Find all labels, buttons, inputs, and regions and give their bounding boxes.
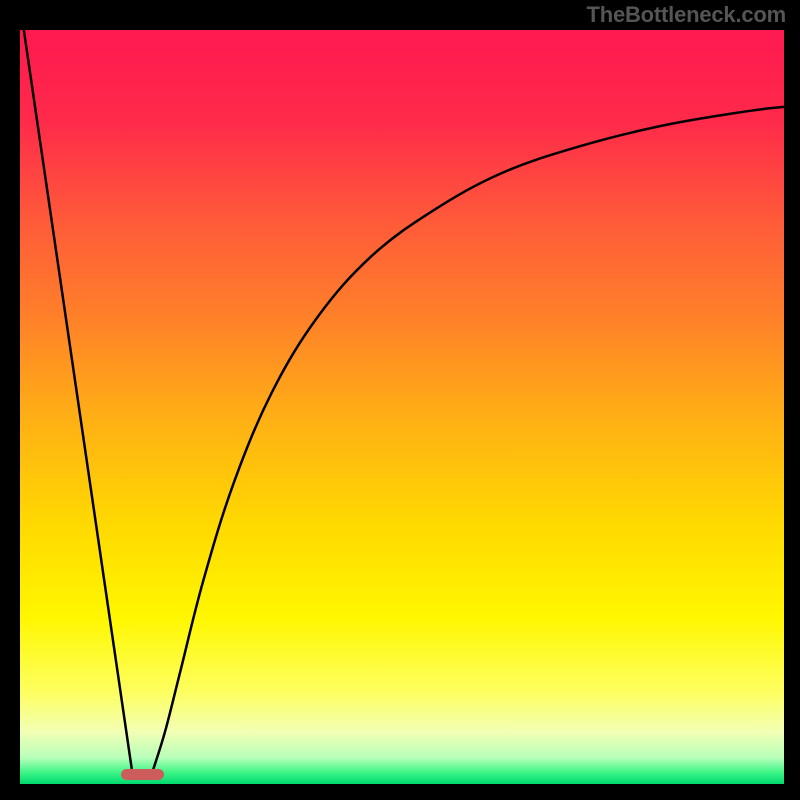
curve-right-saturating-rise bbox=[152, 107, 784, 773]
optimal-marker bbox=[121, 769, 164, 780]
chart-frame: TheBottleneck.com bbox=[0, 0, 800, 800]
curves-svg bbox=[20, 30, 784, 784]
curve-left-linear-drop bbox=[24, 30, 132, 773]
watermark-text: TheBottleneck.com bbox=[586, 2, 786, 28]
plot-area bbox=[20, 30, 784, 784]
